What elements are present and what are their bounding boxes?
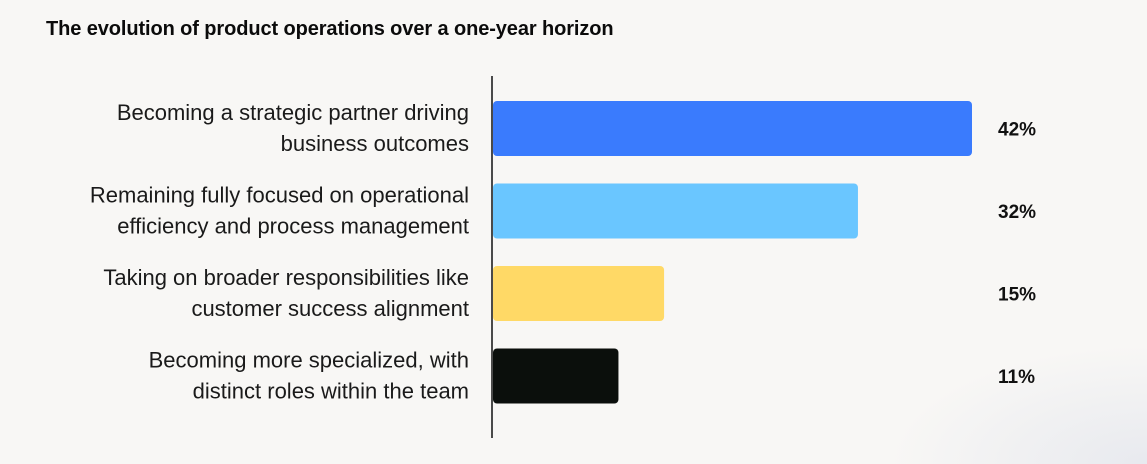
category-label-1-line-2: business outcomes [281,131,469,156]
category-label-4-line-1: Becoming more specialized, with [149,348,469,373]
category-label-1-line-1: Becoming a strategic partner driving [117,100,469,125]
chart-title: The evolution of product operations over… [46,18,614,40]
category-label-3-line-2: customer success alignment [191,296,469,321]
category-label-4-line-2: distinct roles within the team [193,379,469,404]
bars-group: Becoming a strategic partner driving busi… [90,100,1036,404]
value-label-3: 15% [998,285,1036,306]
category-label-2-line-2: efficiency and process management [117,214,469,239]
bar-1 [493,101,972,156]
value-label-2: 32% [998,202,1036,223]
bar-4 [493,348,619,404]
bar-3 [493,266,665,321]
value-label-1: 42% [998,120,1036,141]
bar-2 [493,183,858,239]
category-label-3-line-1: Taking on broader responsibilities like [103,265,469,290]
category-label-2-line-1: Remaining fully focused on operational [90,183,469,208]
value-label-4: 11% [998,367,1035,388]
